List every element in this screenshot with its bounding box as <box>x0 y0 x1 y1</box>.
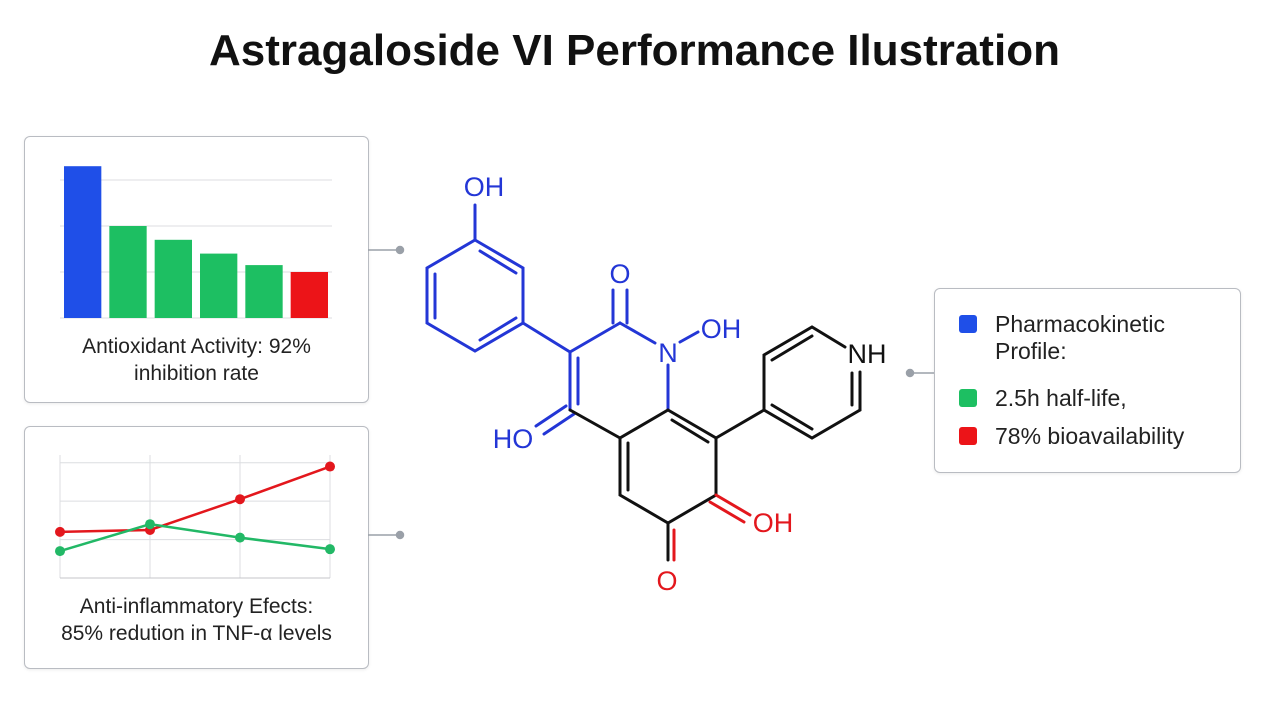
point <box>235 532 245 543</box>
point <box>55 526 65 537</box>
series-line <box>59 522 331 553</box>
atom-labels: OH O N OH NH HO OH O <box>464 172 887 596</box>
bar <box>200 253 238 318</box>
caption: Anti-inflammatory Efects: 85% redution i… <box>25 593 368 647</box>
legend-swatch <box>959 427 977 445</box>
atom-label: OH <box>701 314 742 344</box>
caption-line: Antioxidant Activity: 92% <box>82 335 311 358</box>
caption: Antioxidant Activity: 92% inhibition rat… <box>25 333 368 387</box>
legend-swatch <box>959 315 977 333</box>
atom-label: NH <box>848 339 887 369</box>
point <box>235 494 245 505</box>
connectors <box>368 245 934 540</box>
atom-label: O <box>656 566 677 596</box>
atom-label: OH <box>753 508 794 538</box>
atom-label: OH <box>464 172 505 202</box>
legend-item: Pharmacokinetic Profile: <box>959 311 1217 365</box>
legend: Pharmacokinetic Profile: 2.5h half-life, 7… <box>934 288 1241 473</box>
bar <box>245 265 283 318</box>
point <box>145 519 155 530</box>
legend-text: 78% bioavailability <box>995 423 1185 449</box>
atom-label: HO <box>493 424 534 454</box>
legend-item: 78% bioavailability <box>959 423 1217 450</box>
point <box>55 546 65 557</box>
point <box>325 544 335 555</box>
legend-text: 2.5h half-life, <box>995 385 1127 411</box>
caption-line: Anti-inflammatory Efects: <box>79 595 314 618</box>
atom-label: O <box>609 259 630 289</box>
bar <box>109 226 147 318</box>
atom-label: N <box>658 338 678 368</box>
molecule-bonds <box>425 203 862 562</box>
point <box>325 461 335 472</box>
legend-item: 2.5h half-life, <box>959 385 1217 412</box>
bar <box>154 239 192 318</box>
bar <box>64 166 102 318</box>
legend-text: Pharmacokinetic Profile: <box>995 311 1166 364</box>
caption-line: inhibition rate <box>134 362 259 385</box>
legend-swatch <box>959 389 977 407</box>
series-line <box>59 465 331 534</box>
title: Astragaloside VI Performance Ilustration <box>209 26 1060 75</box>
bar <box>290 272 328 318</box>
caption-line: 85% redution in TNF-α levels <box>61 622 332 645</box>
